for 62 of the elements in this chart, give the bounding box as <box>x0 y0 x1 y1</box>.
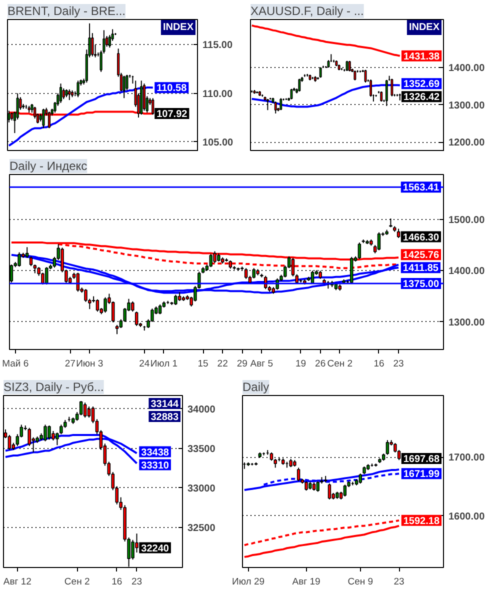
text: 1697.68 <box>403 454 440 465</box>
y-tick-label: 1600.00 <box>448 511 486 522</box>
ref-line-label: 1563.41 <box>402 182 440 194</box>
data-label: 1592.18 <box>403 516 440 527</box>
data-label: 33310 <box>141 460 170 472</box>
x-tick-label: Июл 1 <box>150 358 178 370</box>
ref-line-label: 1375.00 <box>402 278 440 290</box>
data-label: 1671.99 <box>403 469 440 480</box>
x-tick-label: 16 <box>112 576 122 588</box>
y-tick-label: 110.00 <box>202 88 233 100</box>
text: 1326.42 <box>403 92 440 104</box>
chart-title: Daily - Индекс <box>10 159 88 173</box>
data-label: 1352.69 <box>403 79 440 90</box>
x-tick-label: Июл 29 <box>232 576 265 588</box>
x-tick-label: Авг 19 <box>292 576 320 588</box>
x-tick-label: Сен 2 <box>64 576 90 588</box>
x-tick-label: 15 <box>198 358 208 370</box>
annotation: 33144 <box>150 399 179 410</box>
data-label: 1431.38 <box>403 51 440 62</box>
y-tick-label: 1200.00 <box>448 138 486 149</box>
chart-title: SIZ3, Daily - Руб... <box>4 380 104 394</box>
y-tick-label: 105.00 <box>202 137 234 148</box>
data-label: 33438 <box>141 447 170 458</box>
chart-title: Daily <box>242 380 270 394</box>
y-tick-label: 1400.00 <box>448 63 486 74</box>
annotation: INDEX <box>162 22 194 33</box>
x-tick-label: 22 <box>217 358 228 370</box>
y-tick-label: 32500 <box>188 522 216 534</box>
x-tick-label: Май 6 <box>2 358 29 370</box>
y-tick-label: 1300.00 <box>448 317 486 328</box>
x-tick-label: Июн 3 <box>76 358 104 370</box>
data-label: 1411.85 <box>402 263 439 274</box>
text: 107.92 <box>156 108 188 120</box>
x-tick-label: 24 <box>139 358 150 370</box>
data-label: 1425.76 <box>402 250 440 262</box>
x-tick-label: 23 <box>393 358 404 370</box>
x-tick-label: Сен 2 <box>327 358 353 370</box>
y-tick-label: 1400.00 <box>448 266 486 278</box>
y-tick-label: 33500 <box>188 444 216 455</box>
y-tick-label: 1500.00 <box>448 215 486 226</box>
text: 1466.30 <box>402 232 440 244</box>
x-tick-label: 16 <box>374 358 384 370</box>
x-tick-label: 23 <box>394 576 404 588</box>
x-tick-label: 26 <box>315 358 326 370</box>
x-tick-label: 23 <box>131 576 142 588</box>
text: 32240 <box>141 543 169 554</box>
data-label: 110.58 <box>156 83 188 94</box>
y-tick-label: 1300.00 <box>448 100 486 112</box>
x-tick-label: Сен 9 <box>348 576 374 588</box>
y-tick-label: 1700.00 <box>448 452 486 464</box>
chart-title: BRENT, Daily - BRE... <box>8 4 126 18</box>
chart-title: XAUUSD.F, Daily - ... <box>250 4 364 18</box>
y-tick-label: 33000 <box>188 483 216 494</box>
x-tick-label: 29 <box>236 358 248 370</box>
annotation: INDEX <box>408 22 440 33</box>
y-tick-label: 34000 <box>188 404 216 416</box>
annotation: 32883 <box>150 412 179 423</box>
x-tick-label: 19 <box>296 358 306 370</box>
x-tick-label: Авг 12 <box>3 576 32 588</box>
y-tick-label: 115.00 <box>202 40 233 52</box>
x-tick-label: Авг 5 <box>250 358 274 370</box>
x-tick-label: 27 <box>64 358 76 370</box>
